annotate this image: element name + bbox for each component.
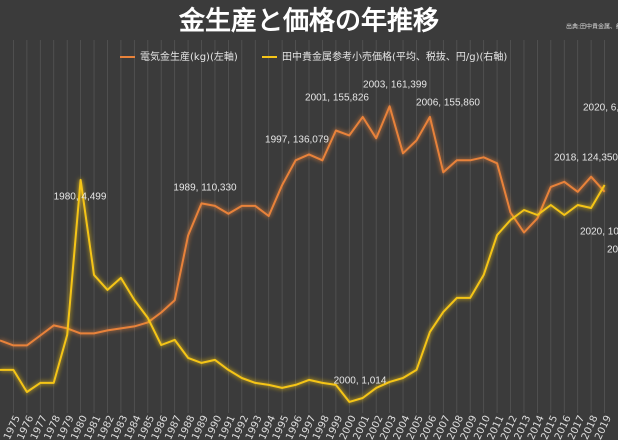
annotation: 1989, 110,330 [173, 183, 237, 194]
annotation: 2001, 155,826 [305, 93, 369, 104]
chart-title: 金生産と価格の年推移 [178, 6, 439, 37]
annotation: 2020, 6,1 [583, 103, 618, 114]
legend-label: 電気金生産(kg)(左軸) [140, 50, 238, 63]
annotation: 1997, 136,079 [265, 135, 329, 146]
annotation: 1980, 4,499 [54, 192, 107, 203]
annotation: 2020, 109, [580, 227, 618, 238]
series-line [0, 105, 606, 347]
annotation: 2018, 124,350 [554, 153, 618, 164]
annotation: 2003, 161,399 [363, 80, 427, 91]
legend-label: 田中貴金属参考小売価格(平均、税抜、円/g)(右軸) [282, 50, 507, 63]
annotation: 2006, 155,860 [416, 98, 480, 109]
annotation: 202 [607, 245, 618, 256]
series-line [0, 178, 606, 403]
source: 出典:田中貴金属、経 [566, 23, 618, 31]
annotation: 2000, 1,014 [334, 376, 387, 387]
